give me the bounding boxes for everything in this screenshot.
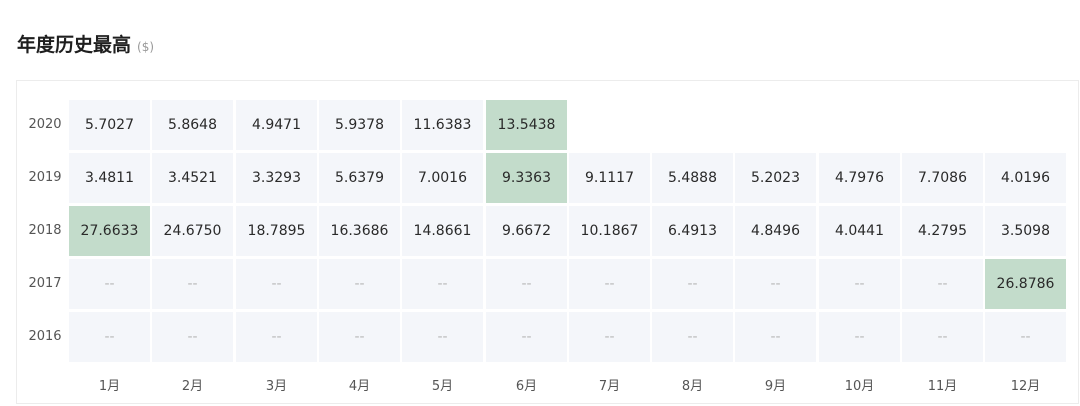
table-cell: 4.8496 xyxy=(735,206,816,256)
table-cell: -- xyxy=(319,312,400,362)
table-cell: -- xyxy=(69,312,150,362)
table-cell: 3.4811 xyxy=(69,153,150,203)
table-cell: 9.6672 xyxy=(486,206,567,256)
table-cell: -- xyxy=(152,259,233,309)
table-cell: 16.3686 xyxy=(319,206,400,256)
month-label: 11月 xyxy=(927,379,958,394)
month-label: 1月 xyxy=(98,379,121,394)
month-label: 12月 xyxy=(1010,379,1041,394)
year-label: 2016 xyxy=(28,329,62,344)
table-cell: -- xyxy=(402,312,483,362)
month-label: 8月 xyxy=(681,379,704,394)
page-title: 年度历史最高 xyxy=(17,34,132,56)
table-cell: 9.1117 xyxy=(569,153,650,203)
table-cell: -- xyxy=(569,312,650,362)
month-label: 4月 xyxy=(348,379,371,394)
year-label: 2019 xyxy=(28,170,62,185)
table-cell: -- xyxy=(69,259,150,309)
history-high-table: 2020 5.7027 5.8648 4.9471 5.9378 11.6383 13.54… xyxy=(16,80,1079,404)
table-cell: 3.3293 xyxy=(236,153,317,203)
year-label: 2020 xyxy=(28,117,62,132)
table-cell: 11.6383 xyxy=(402,100,483,150)
table-cell: 4.0441 xyxy=(819,206,900,256)
table-cell: 5.6379 xyxy=(319,153,400,203)
table-cell: 5.7027 xyxy=(69,100,150,150)
table-cell: -- xyxy=(486,312,567,362)
table-cell-highlight: 27.6633 xyxy=(69,206,150,256)
table-cell: -- xyxy=(402,259,483,309)
table-cell: 10.1867 xyxy=(569,206,650,256)
page-title-row: 年度历史最高 ($) xyxy=(17,30,154,60)
table-cell: 14.8661 xyxy=(402,206,483,256)
month-label: 7月 xyxy=(598,379,621,394)
table-cell: -- xyxy=(819,259,900,309)
table-cell: 7.7086 xyxy=(902,153,983,203)
month-label: 10月 xyxy=(844,379,875,394)
table-cell: -- xyxy=(652,259,733,309)
table-cell: 4.9471 xyxy=(236,100,317,150)
table-cell: -- xyxy=(985,312,1066,362)
table-cell-highlight: 9.3363 xyxy=(486,153,567,203)
month-label: 6月 xyxy=(515,379,538,394)
year-label: 2017 xyxy=(28,276,62,291)
table-cell: 24.6750 xyxy=(152,206,233,256)
table-cell: 5.4888 xyxy=(652,153,733,203)
table-cell: 6.4913 xyxy=(652,206,733,256)
table-cell: 3.5098 xyxy=(985,206,1066,256)
table-cell: -- xyxy=(236,312,317,362)
month-label: 2月 xyxy=(181,379,204,394)
unit-label: ($) xyxy=(137,40,155,54)
table-cell-highlight: 13.5438 xyxy=(486,100,567,150)
table-cell: -- xyxy=(486,259,567,309)
year-label: 2018 xyxy=(28,223,62,238)
table-cell: -- xyxy=(902,312,983,362)
table-cell: 4.2795 xyxy=(902,206,983,256)
table-cell: 5.2023 xyxy=(735,153,816,203)
table-cell: -- xyxy=(819,312,900,362)
table-cell: -- xyxy=(152,312,233,362)
table-cell: 5.8648 xyxy=(152,100,233,150)
month-label: 3月 xyxy=(265,379,288,394)
month-label: 5月 xyxy=(431,379,454,394)
month-label: 9月 xyxy=(764,379,787,394)
table-cell: 3.4521 xyxy=(152,153,233,203)
table-cell-highlight: 26.8786 xyxy=(985,259,1066,309)
table-cell: -- xyxy=(902,259,983,309)
table-cell: -- xyxy=(735,259,816,309)
table-cell: 4.7976 xyxy=(819,153,900,203)
table-cell: -- xyxy=(236,259,317,309)
table-cell: 18.7895 xyxy=(236,206,317,256)
table-cell: -- xyxy=(652,312,733,362)
table-cell: -- xyxy=(319,259,400,309)
table-cell: -- xyxy=(569,259,650,309)
table-cell: -- xyxy=(735,312,816,362)
table-cell: 5.9378 xyxy=(319,100,400,150)
table-cell: 7.0016 xyxy=(402,153,483,203)
table-cell: 4.0196 xyxy=(985,153,1066,203)
